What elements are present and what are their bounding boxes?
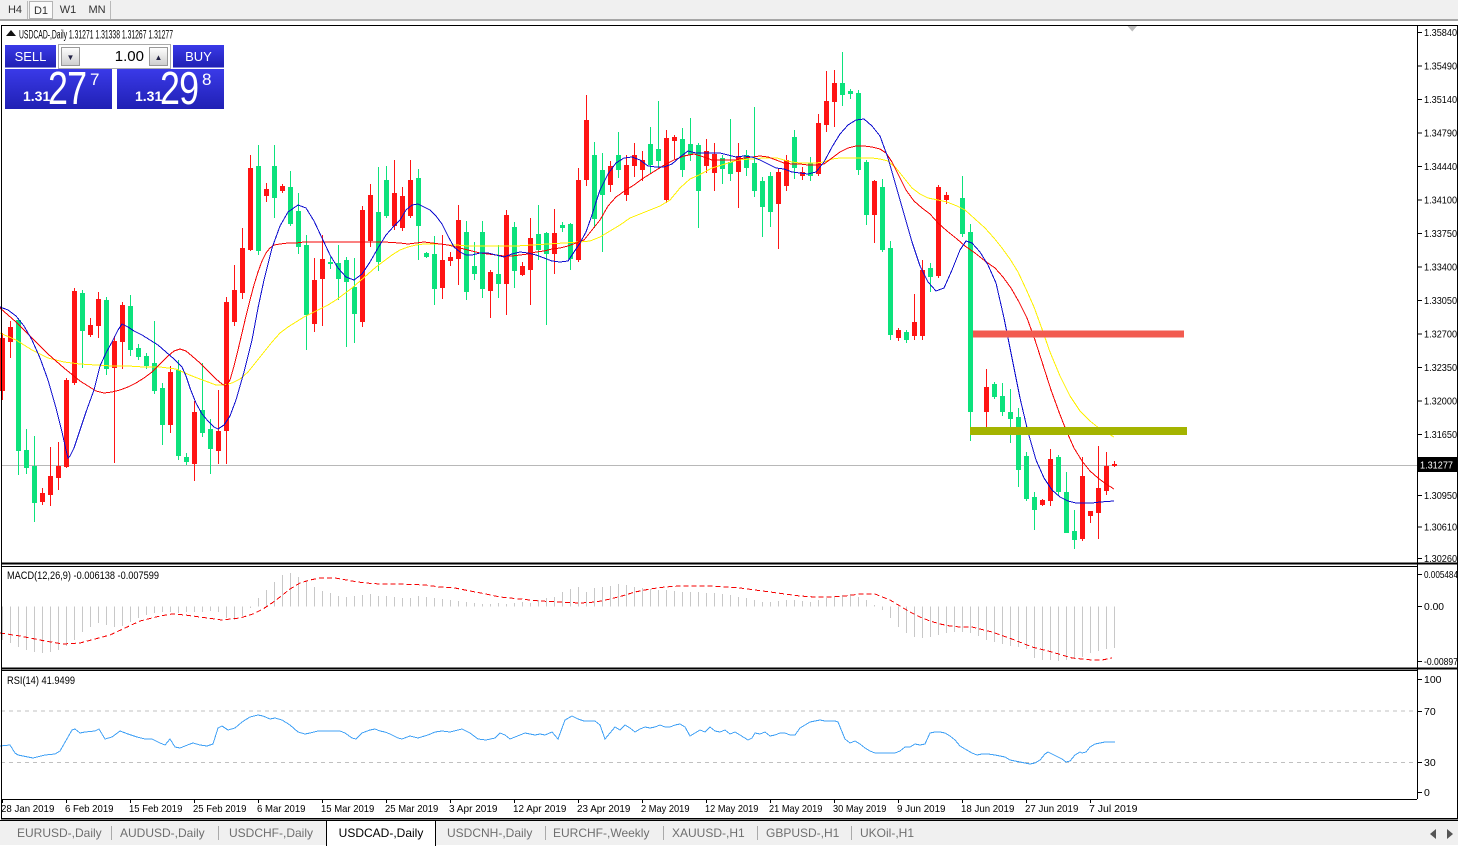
svg-text:1.34440: 1.34440 bbox=[1424, 161, 1457, 173]
svg-text:1.31650: 1.31650 bbox=[1424, 429, 1457, 441]
svg-text:28 Jan 2019: 28 Jan 2019 bbox=[1, 803, 54, 815]
svg-text:0.00: 0.00 bbox=[1424, 601, 1444, 613]
svg-text:1.33400: 1.33400 bbox=[1424, 262, 1457, 274]
svg-text:1.31277: 1.31277 bbox=[1420, 460, 1453, 472]
svg-text:25 Feb 2019: 25 Feb 2019 bbox=[193, 803, 246, 815]
svg-text:30: 30 bbox=[1424, 757, 1436, 769]
svg-text:0.005484: 0.005484 bbox=[1424, 569, 1458, 581]
svg-text:70: 70 bbox=[1424, 706, 1436, 718]
svg-text:27 Jun 2019: 27 Jun 2019 bbox=[1025, 803, 1078, 815]
svg-text:-0.00897: -0.00897 bbox=[1424, 656, 1458, 668]
svg-text:30 May 2019: 30 May 2019 bbox=[833, 803, 886, 815]
svg-text:3 Apr 2019: 3 Apr 2019 bbox=[449, 803, 498, 815]
svg-text:1.34790: 1.34790 bbox=[1424, 128, 1457, 140]
svg-text:25 Mar 2019: 25 Mar 2019 bbox=[385, 803, 438, 815]
svg-text:1.30610: 1.30610 bbox=[1424, 522, 1457, 534]
svg-text:1.33050: 1.33050 bbox=[1424, 295, 1457, 307]
svg-text:RSI(14) 41.9499: RSI(14) 41.9499 bbox=[7, 675, 75, 687]
svg-text:15 Mar 2019: 15 Mar 2019 bbox=[321, 803, 374, 815]
svg-text:1.30950: 1.30950 bbox=[1424, 490, 1457, 502]
svg-text:1.32700: 1.32700 bbox=[1424, 329, 1457, 341]
svg-text:9 Jun 2019: 9 Jun 2019 bbox=[897, 803, 946, 815]
svg-text:12 Apr 2019: 12 Apr 2019 bbox=[513, 803, 566, 815]
svg-text:100: 100 bbox=[1424, 674, 1442, 686]
svg-text:1.34100: 1.34100 bbox=[1424, 195, 1457, 207]
svg-text:15 Feb 2019: 15 Feb 2019 bbox=[129, 803, 182, 815]
svg-text:23 Apr 2019: 23 Apr 2019 bbox=[577, 803, 630, 815]
svg-text:1.35490: 1.35490 bbox=[1424, 61, 1457, 73]
svg-text:0: 0 bbox=[1424, 787, 1430, 799]
svg-text:1.30260: 1.30260 bbox=[1424, 553, 1457, 565]
svg-text:7 Jul 2019: 7 Jul 2019 bbox=[1089, 803, 1138, 815]
svg-text:1.35840: 1.35840 bbox=[1424, 27, 1457, 39]
svg-text:1.32350: 1.32350 bbox=[1424, 362, 1457, 374]
svg-text:18 Jun 2019: 18 Jun 2019 bbox=[961, 803, 1014, 815]
svg-text:6 Feb 2019: 6 Feb 2019 bbox=[65, 803, 114, 815]
svg-text:21 May 2019: 21 May 2019 bbox=[769, 803, 822, 815]
svg-text:1.33750: 1.33750 bbox=[1424, 228, 1457, 240]
svg-text:12 May 2019: 12 May 2019 bbox=[705, 803, 758, 815]
svg-text:1.35140: 1.35140 bbox=[1424, 94, 1457, 106]
svg-text:USDCAD-,Daily 1.31271 1.31338: USDCAD-,Daily 1.31271 1.31338 1.31267 1.… bbox=[19, 30, 173, 42]
svg-text:1.32000: 1.32000 bbox=[1424, 396, 1457, 408]
svg-text:2 May 2019: 2 May 2019 bbox=[641, 803, 690, 815]
svg-text:MACD(12,26,9) -0.006138 -0.007: MACD(12,26,9) -0.006138 -0.007599 bbox=[7, 570, 159, 582]
svg-text:6 Mar 2019: 6 Mar 2019 bbox=[257, 803, 306, 815]
